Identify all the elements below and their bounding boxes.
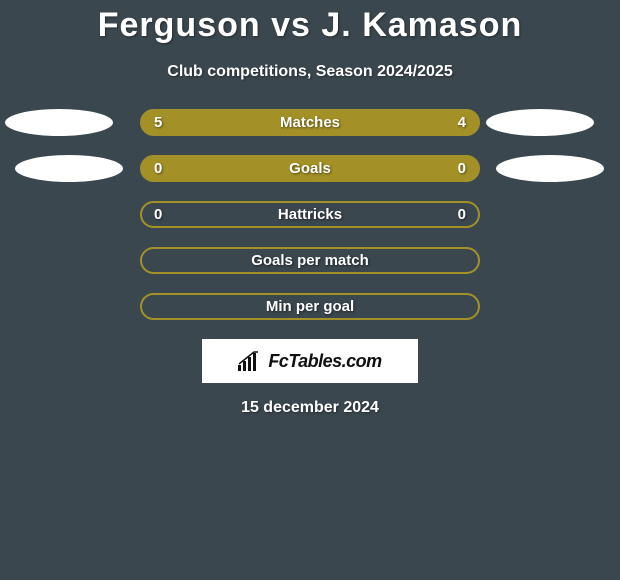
stat-row: Goals per match bbox=[0, 247, 620, 274]
comparison-title: Ferguson vs J. Kamason bbox=[0, 0, 620, 45]
left-marker-ellipse bbox=[15, 155, 123, 182]
stat-right-value: 0 bbox=[458, 206, 466, 223]
player2-name: J. Kamason bbox=[321, 6, 522, 44]
stat-label: Matches bbox=[142, 114, 478, 131]
stat-rows-container: 5Matches40Goals00Hattricks0Goals per mat… bbox=[0, 109, 620, 320]
right-marker-ellipse bbox=[496, 155, 604, 182]
chart-bars-icon bbox=[238, 351, 262, 371]
stat-left-value: 0 bbox=[154, 206, 162, 223]
stat-row: 0Goals0 bbox=[0, 155, 620, 182]
subtitle: Club competitions, Season 2024/2025 bbox=[0, 63, 620, 81]
stat-label: Hattricks bbox=[142, 206, 478, 223]
vs-text: vs bbox=[271, 6, 311, 44]
logo-box: FcTables.com bbox=[202, 339, 418, 383]
stat-row: 5Matches4 bbox=[0, 109, 620, 136]
stat-label: Goals per match bbox=[142, 252, 478, 269]
stat-bar: 0Goals0 bbox=[140, 155, 480, 182]
stat-label: Goals bbox=[142, 160, 478, 177]
snapshot-date: 15 december 2024 bbox=[0, 399, 620, 417]
stat-bar: Goals per match bbox=[140, 247, 480, 274]
stat-bar: 5Matches4 bbox=[140, 109, 480, 136]
stat-bar: 0Hattricks0 bbox=[140, 201, 480, 228]
stat-row: 0Hattricks0 bbox=[0, 201, 620, 228]
player1-name: Ferguson bbox=[98, 6, 261, 44]
right-marker-ellipse bbox=[486, 109, 594, 136]
stat-left-value: 0 bbox=[154, 160, 162, 177]
stat-row: Min per goal bbox=[0, 293, 620, 320]
stat-left-value: 5 bbox=[154, 114, 162, 131]
stat-label: Min per goal bbox=[142, 298, 478, 315]
logo-text: FcTables.com bbox=[268, 351, 381, 372]
stat-bar: Min per goal bbox=[140, 293, 480, 320]
left-marker-ellipse bbox=[5, 109, 113, 136]
stat-right-value: 0 bbox=[458, 160, 466, 177]
stat-right-value: 4 bbox=[458, 114, 466, 131]
